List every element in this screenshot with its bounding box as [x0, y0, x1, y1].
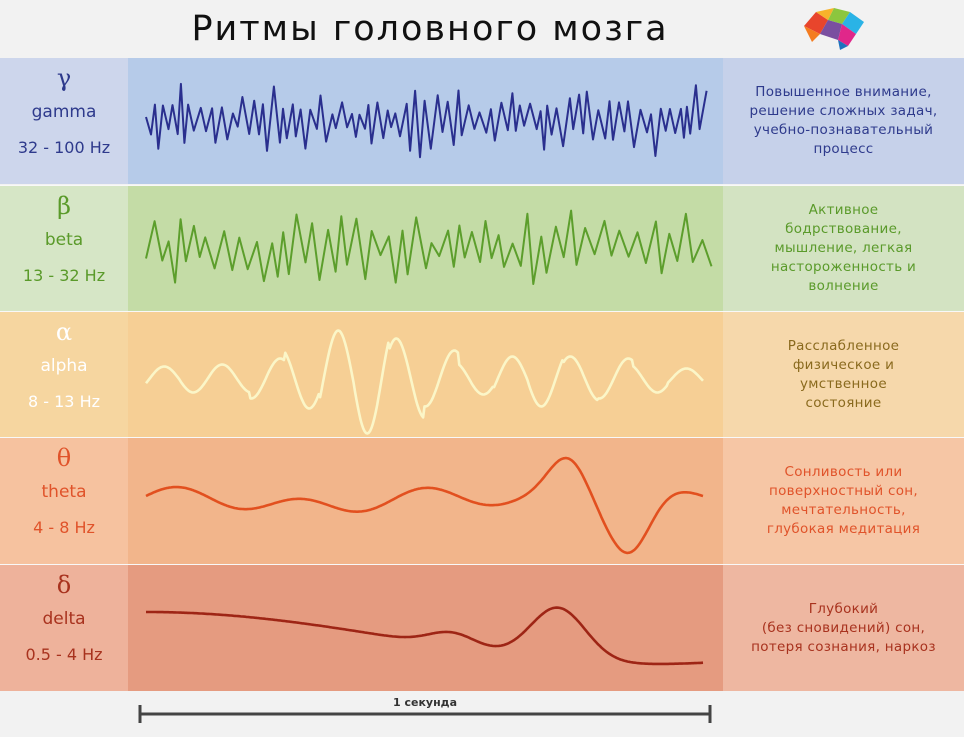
rhythm-frequency: 8 - 13 Hz	[28, 392, 100, 411]
rhythm-description: Сонливость или поверхностный сон, мечтат…	[766, 464, 921, 537]
rhythm-frequency: 13 - 32 Hz	[22, 266, 106, 285]
rhythm-label-panel: α alpha 8 - 13 Hz	[0, 312, 128, 437]
rhythm-description-panel: Глубокий (без сновидений) сон, потеря со…	[723, 565, 964, 691]
rhythm-frequency: 0.5 - 4 Hz	[25, 645, 103, 664]
wave-delta	[146, 606, 704, 666]
wave-beta	[145, 209, 713, 285]
rhythm-symbol: δ	[56, 571, 72, 599]
rhythm-description: Расслабленное физическое и умственное со…	[787, 337, 900, 411]
wave-panel	[128, 312, 723, 437]
rhythm-row-delta: δ delta 0.5 - 4 Hz Глубокий (без сновидений…	[0, 564, 964, 691]
rhythm-frequency: 32 - 100 Hz	[17, 138, 111, 157]
rhythm-description-panel: Повышенное внимание, решение сложных зад…	[723, 58, 964, 184]
page-title: Ритмы головного мозга	[191, 9, 669, 49]
rhythm-row-gamma: γ gamma 32 - 100 Hz Повышенное внимание, ре…	[0, 58, 964, 184]
wave-line-theta	[145, 456, 704, 555]
rhythm-description-panel: Активное бодрствование, мышление, легкая…	[723, 186, 964, 311]
wave-line-alpha	[144, 329, 704, 435]
rhythm-description-panel: Расслабленное физическое и умственное со…	[723, 312, 964, 437]
rhythm-label-panel: β beta 13 - 32 Hz	[0, 186, 128, 311]
rhythm-symbol: γ	[56, 64, 72, 92]
rhythm-name: theta	[41, 482, 87, 502]
rhythm-description-panel: Сонливость или поверхностный сон, мечтат…	[723, 438, 964, 564]
rhythm-symbol: α	[55, 318, 73, 346]
rhythm-name: gamma	[31, 102, 97, 122]
wave-gamma	[145, 82, 708, 159]
wave-line-beta	[145, 209, 713, 285]
wave-panel	[128, 58, 723, 184]
rhythm-row-theta: θ theta 4 - 8 Hz Сонливость или поверхностн…	[0, 437, 964, 564]
rhythm-label-panel: θ theta 4 - 8 Hz	[0, 438, 128, 564]
wave-theta	[145, 456, 704, 555]
rhythm-label-panel: δ delta 0.5 - 4 Hz	[0, 565, 128, 691]
rhythm-name: beta	[44, 230, 84, 250]
scale-label: 1 секунда	[392, 696, 457, 709]
rhythm-name: alpha	[40, 356, 88, 376]
wave-panel	[128, 565, 723, 691]
rhythm-name: delta	[42, 609, 86, 629]
wave-line-delta	[146, 606, 704, 666]
rhythm-description: Повышенное внимание, решение сложных зад…	[749, 84, 938, 157]
rhythm-row-beta: β beta 13 - 32 Hz Активное бодрствование, м…	[0, 185, 964, 311]
wave-panel	[128, 438, 723, 564]
rhythm-row-alpha: α alpha 8 - 13 Hz Расслабленное физическое …	[0, 311, 964, 437]
time-scale: 1 секунда	[138, 693, 712, 723]
brain-logo-icon	[804, 8, 864, 50]
wave-line-gamma	[145, 82, 708, 159]
rhythm-label-panel: γ gamma 32 - 100 Hz	[0, 58, 128, 184]
rhythm-frequency: 4 - 8 Hz	[33, 518, 95, 537]
rhythm-description: Активное бодрствование, мышление, легкая…	[770, 202, 917, 294]
rhythm-symbol: θ	[56, 444, 72, 472]
rhythm-description: Глубокий (без сновидений) сон, потеря со…	[751, 600, 936, 655]
wave-alpha	[144, 329, 704, 435]
wave-panel	[128, 186, 723, 311]
rhythm-symbol: β	[57, 192, 71, 220]
